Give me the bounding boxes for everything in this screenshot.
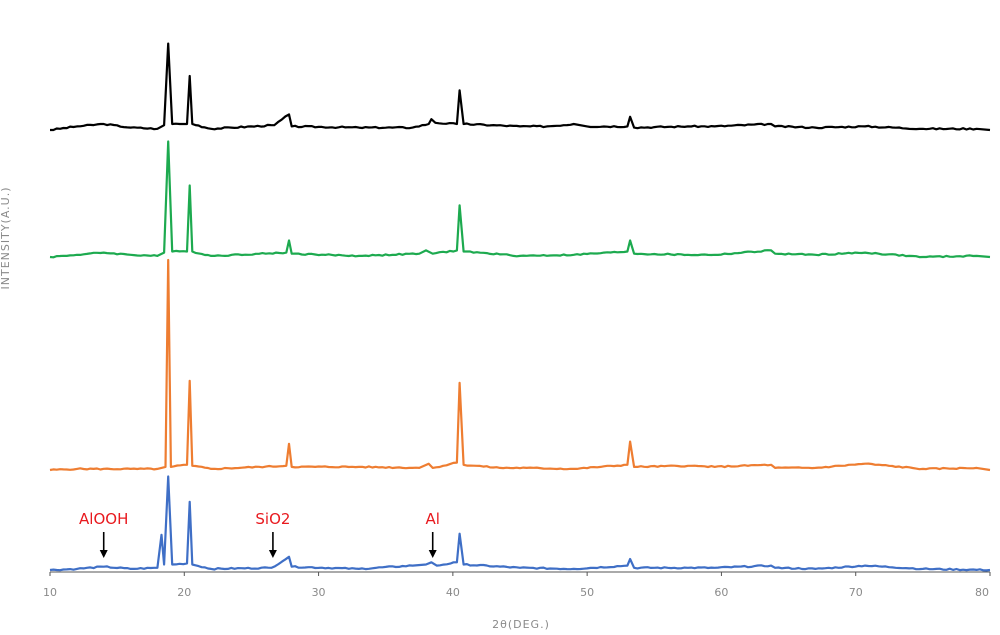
annotation-layer: AlOOH SiO2 Al [79, 510, 440, 558]
x-tick-label-60: 60 [714, 586, 728, 599]
x-tick-label-30: 30 [312, 586, 326, 599]
annotation-label-2: SiO2 [255, 510, 290, 528]
series-line-3 [49, 258, 991, 472]
x-tick-label-40: 40 [446, 586, 460, 599]
series-line-1 [50, 42, 991, 132]
x-tick-label-80: 80 [975, 586, 989, 599]
annotation-arrowhead-3 [428, 550, 437, 558]
x-axis-label: 2θ(DEG.) [492, 618, 550, 631]
y-axis-label: INTENSITY(A.U.) [0, 187, 12, 290]
x-tick-label-70: 70 [849, 586, 863, 599]
x-tick-label-10: 10 [43, 586, 57, 599]
annotation-arrowhead-2 [268, 550, 277, 558]
x-axis: 10 20 30 40 50 60 70 80 [43, 571, 991, 599]
series-line-2 [49, 140, 991, 259]
annotation-label-1: AlOOH [79, 510, 128, 528]
annotation-label-3: Al [425, 510, 439, 528]
x-tick-label-20: 20 [177, 586, 191, 599]
series-line-4 [49, 475, 991, 572]
x-tick-label-50: 50 [580, 586, 594, 599]
annotation-arrowhead-1 [99, 550, 108, 558]
series-layer [49, 42, 991, 572]
